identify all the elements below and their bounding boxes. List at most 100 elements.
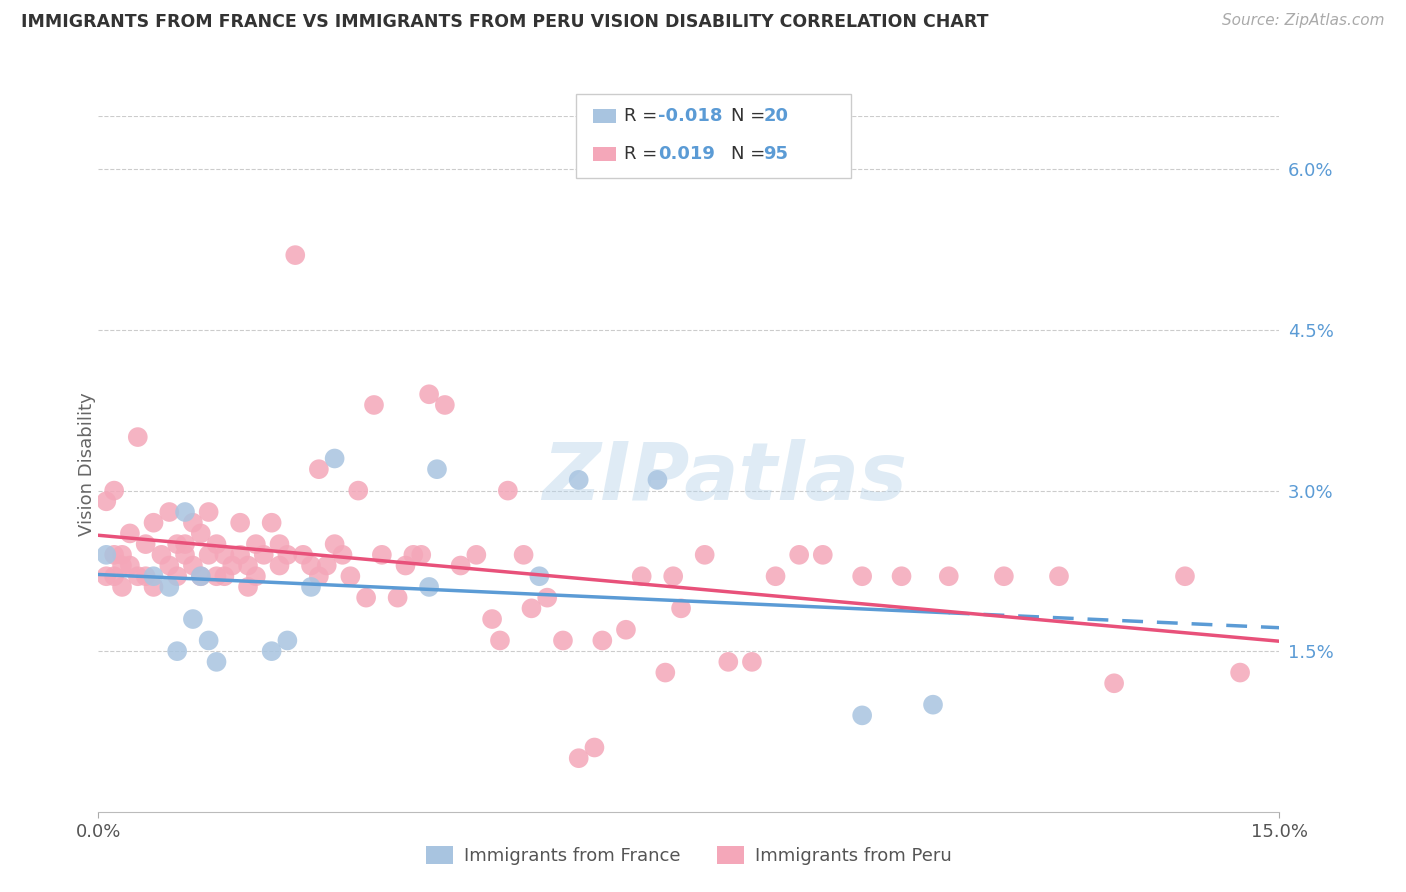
- Point: [308, 462, 330, 476]
- Point: [205, 655, 228, 669]
- Text: ZIPatlas: ZIPatlas: [541, 439, 907, 516]
- Point: [103, 548, 125, 562]
- Point: [938, 569, 960, 583]
- Point: [851, 708, 873, 723]
- Point: [174, 548, 197, 562]
- Point: [1047, 569, 1070, 583]
- Point: [96, 548, 118, 562]
- Point: [922, 698, 945, 712]
- Text: N =: N =: [731, 107, 770, 125]
- Text: R =: R =: [624, 107, 664, 125]
- Point: [717, 655, 740, 669]
- Point: [583, 740, 606, 755]
- Text: Source: ZipAtlas.com: Source: ZipAtlas.com: [1222, 13, 1385, 29]
- Point: [1102, 676, 1125, 690]
- Legend: Immigrants from France, Immigrants from Peru: Immigrants from France, Immigrants from …: [419, 839, 959, 872]
- Point: [630, 569, 652, 583]
- Point: [221, 558, 243, 573]
- Point: [127, 569, 149, 583]
- Point: [269, 537, 291, 551]
- Point: [568, 751, 591, 765]
- Point: [127, 430, 149, 444]
- Point: [197, 505, 219, 519]
- Point: [339, 569, 361, 583]
- Point: [890, 569, 912, 583]
- Point: [166, 569, 188, 583]
- Point: [181, 516, 204, 530]
- Point: [308, 569, 330, 583]
- Point: [481, 612, 503, 626]
- Point: [166, 537, 188, 551]
- Point: [190, 569, 212, 583]
- Point: [1229, 665, 1251, 680]
- Point: [450, 558, 472, 573]
- Point: [529, 569, 551, 583]
- Point: [647, 473, 669, 487]
- Text: R =: R =: [624, 145, 664, 163]
- Point: [181, 558, 204, 573]
- Point: [662, 569, 685, 583]
- Point: [142, 516, 165, 530]
- Point: [693, 548, 716, 562]
- Point: [354, 591, 377, 605]
- Point: [157, 558, 180, 573]
- Point: [157, 580, 180, 594]
- Point: [229, 516, 252, 530]
- Point: [387, 591, 409, 605]
- Point: [1174, 569, 1197, 583]
- Y-axis label: Vision Disability: Vision Disability: [79, 392, 96, 536]
- Point: [103, 569, 125, 583]
- Point: [292, 548, 315, 562]
- Text: -0.018: -0.018: [658, 107, 723, 125]
- Point: [236, 558, 259, 573]
- Point: [433, 398, 456, 412]
- Point: [174, 537, 197, 551]
- Point: [315, 558, 337, 573]
- Point: [260, 644, 283, 658]
- Point: [269, 558, 291, 573]
- Text: 95: 95: [763, 145, 789, 163]
- Point: [197, 548, 219, 562]
- Point: [993, 569, 1015, 583]
- Point: [111, 548, 134, 562]
- Point: [166, 644, 188, 658]
- Point: [591, 633, 613, 648]
- Point: [284, 248, 307, 262]
- Point: [205, 569, 228, 583]
- Point: [371, 548, 394, 562]
- Point: [394, 558, 416, 573]
- Point: [332, 548, 354, 562]
- Point: [229, 548, 252, 562]
- Point: [299, 580, 322, 594]
- Point: [111, 558, 134, 573]
- Point: [465, 548, 488, 562]
- Point: [205, 537, 228, 551]
- Point: [323, 537, 346, 551]
- Point: [190, 569, 212, 583]
- Point: [135, 537, 157, 551]
- Point: [496, 483, 519, 498]
- Point: [811, 548, 834, 562]
- Point: [418, 580, 440, 594]
- Point: [614, 623, 637, 637]
- Point: [489, 633, 512, 648]
- Point: [347, 483, 370, 498]
- Point: [245, 569, 267, 583]
- Point: [741, 655, 763, 669]
- Point: [299, 558, 322, 573]
- Point: [568, 473, 591, 487]
- Point: [111, 580, 134, 594]
- Point: [197, 633, 219, 648]
- Point: [142, 580, 165, 594]
- Point: [654, 665, 676, 680]
- Point: [787, 548, 810, 562]
- Point: [245, 537, 267, 551]
- Point: [276, 548, 298, 562]
- Point: [118, 558, 141, 573]
- Point: [142, 569, 165, 583]
- Point: [323, 451, 346, 466]
- Point: [512, 548, 534, 562]
- Point: [276, 633, 298, 648]
- Point: [765, 569, 787, 583]
- Point: [411, 548, 433, 562]
